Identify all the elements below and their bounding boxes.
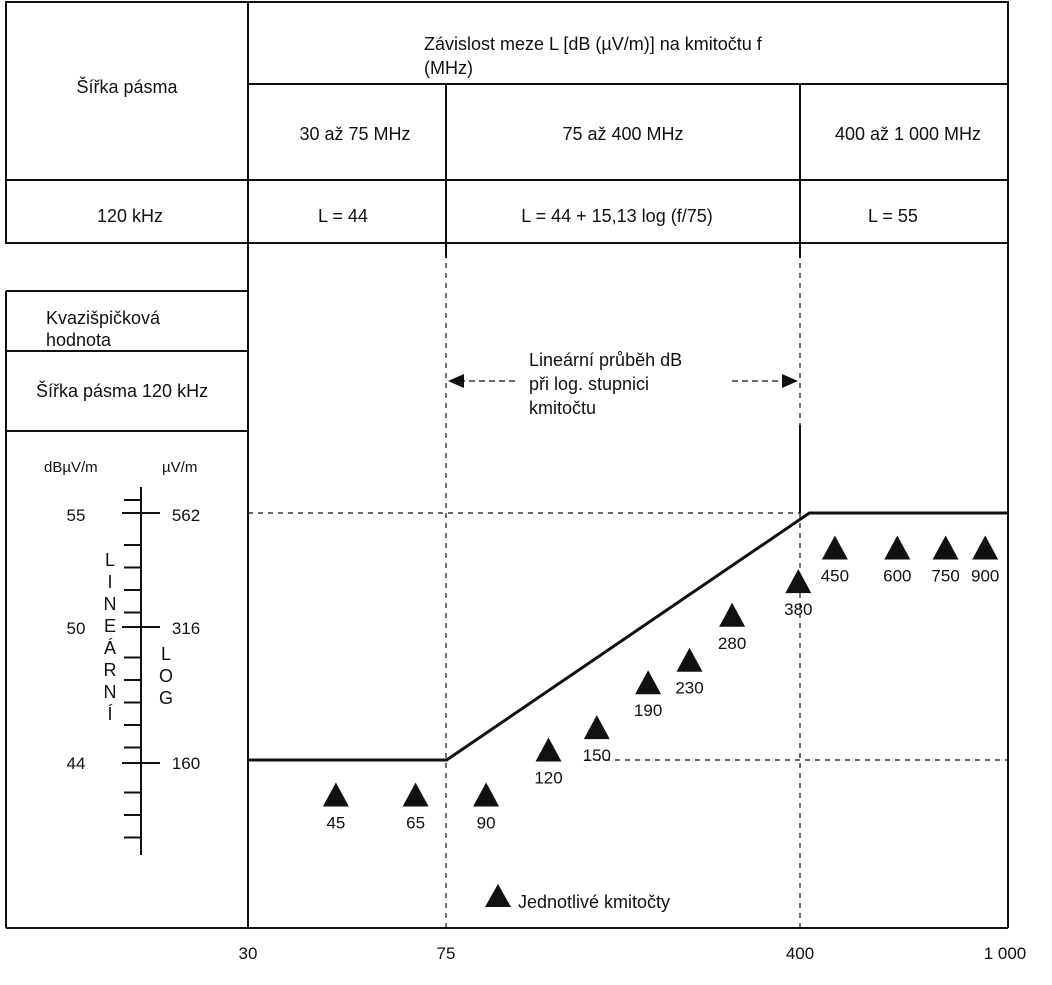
annotation-line2: při log. stupnici — [529, 374, 649, 394]
linear-annotation: Lineární průběh dB při log. stupnici kmi… — [448, 350, 798, 418]
frequency-label-450: 450 — [821, 567, 849, 586]
frequency-label-230: 230 — [675, 679, 703, 698]
scale-right-562: 562 — [172, 506, 200, 525]
linear-letter-4: Á — [104, 638, 116, 658]
frequency-label-280: 280 — [718, 634, 746, 653]
band-header-1: 30 až 75 MHz — [299, 124, 410, 144]
formula-1: L = 44 — [318, 206, 368, 226]
x-tick-30: 30 — [239, 944, 258, 963]
annotation-line3: kmitočtu — [529, 398, 596, 418]
frequency-marker-45 — [322, 782, 349, 807]
bandwidth-column-header: Šířka pásma — [76, 76, 178, 97]
plot-frame — [6, 243, 1009, 929]
detector-box — [5, 290, 248, 928]
linear-letter-7: Í — [107, 704, 112, 724]
quasi-peak-label-line1: Kvazišpičková — [46, 308, 161, 328]
frequency-marker-900 — [972, 535, 999, 560]
table-title-line1: Závislost meze L [dB (µV/m)] na kmitočtu… — [424, 34, 763, 54]
formula-2: L = 44 + 15,13 log (f/75) — [521, 206, 712, 226]
limit-table — [5, 1, 1009, 244]
log-letter-2: G — [159, 688, 173, 708]
frequency-label-750: 750 — [931, 567, 959, 586]
annotation-line1: Lineární průběh dB — [529, 350, 682, 370]
linear-letter-3: E — [104, 616, 116, 636]
frequency-marker-150 — [583, 715, 610, 740]
scale-left-44: 44 — [67, 754, 86, 773]
frequency-label-65: 65 — [406, 814, 425, 833]
scale-left-50: 50 — [67, 619, 86, 638]
band-header-2: 75 až 400 MHz — [562, 124, 683, 144]
x-tick-75: 75 — [437, 944, 456, 963]
frequency-marker-450 — [821, 535, 848, 560]
frequency-marker-380 — [785, 569, 812, 594]
frequency-marker-230 — [676, 647, 703, 672]
frequency-marker-600 — [884, 535, 911, 560]
x-tick-1000: 1 000 — [984, 944, 1027, 963]
frequency-label-150: 150 — [583, 746, 611, 765]
level-scale: dBµV/m µV/m 55 50 44 562 316 160 LINEÁRN… — [44, 459, 200, 855]
frequency-marker-90 — [473, 782, 500, 807]
annotation-arrow-left-head — [448, 374, 464, 388]
log-letter-0: L — [161, 644, 171, 664]
frequency-label-45: 45 — [326, 814, 345, 833]
scale-right-316: 316 — [172, 619, 200, 638]
frequency-marker-750 — [932, 535, 959, 560]
annotation-arrow-right-head — [782, 374, 798, 388]
grid-lines — [248, 243, 1008, 928]
frequency-label-380: 380 — [784, 600, 812, 619]
table-title-line2: (MHz) — [424, 58, 473, 78]
scale-ticks — [122, 499, 160, 839]
linear-letter-5: R — [104, 660, 117, 680]
frequency-marker-120 — [535, 737, 562, 762]
limit-line — [248, 511, 1008, 762]
frequency-label-600: 600 — [883, 567, 911, 586]
frequency-label-900: 900 — [971, 567, 999, 586]
frequency-marker-280 — [719, 602, 746, 627]
frequency-markers: 45 65 90 120 150 190 230 280 380 450 600 750 900 — [322, 535, 999, 833]
frequency-marker-65 — [402, 782, 429, 807]
linear-letter-6: N — [104, 682, 117, 702]
frequency-label-90: 90 — [477, 814, 496, 833]
frequency-label-190: 190 — [634, 701, 662, 720]
bandwidth-label: Šířka pásma 120 kHz — [36, 380, 208, 401]
linear-letter-0: L — [105, 550, 115, 570]
marker-legend-label: Jednotlivé kmitočty — [518, 892, 670, 912]
linear-letter-1: I — [107, 572, 112, 592]
scale-right-160: 160 — [172, 754, 200, 773]
bandwidth-value: 120 kHz — [97, 206, 163, 226]
frequency-label-120: 120 — [534, 769, 562, 788]
band-dividers — [445, 243, 801, 513]
scale-left-unit: dBµV/m — [44, 459, 98, 476]
x-tick-400: 400 — [786, 944, 814, 963]
log-letter-1: O — [159, 666, 173, 686]
x-axis-tick-labels: 30 75 400 1 000 — [239, 944, 1027, 963]
linear-letter-2: N — [104, 594, 117, 614]
frequency-marker-190 — [635, 670, 662, 695]
quasi-peak-label-line2: hodnota — [46, 330, 112, 350]
scale-left-55: 55 — [67, 506, 86, 525]
band-header-3: 400 až 1 000 MHz — [835, 124, 981, 144]
scale-right-unit: µV/m — [162, 459, 197, 476]
marker-legend-triangle-icon — [485, 884, 511, 907]
log-scale-word: LOG — [159, 644, 173, 708]
formula-3: L = 55 — [868, 206, 918, 226]
